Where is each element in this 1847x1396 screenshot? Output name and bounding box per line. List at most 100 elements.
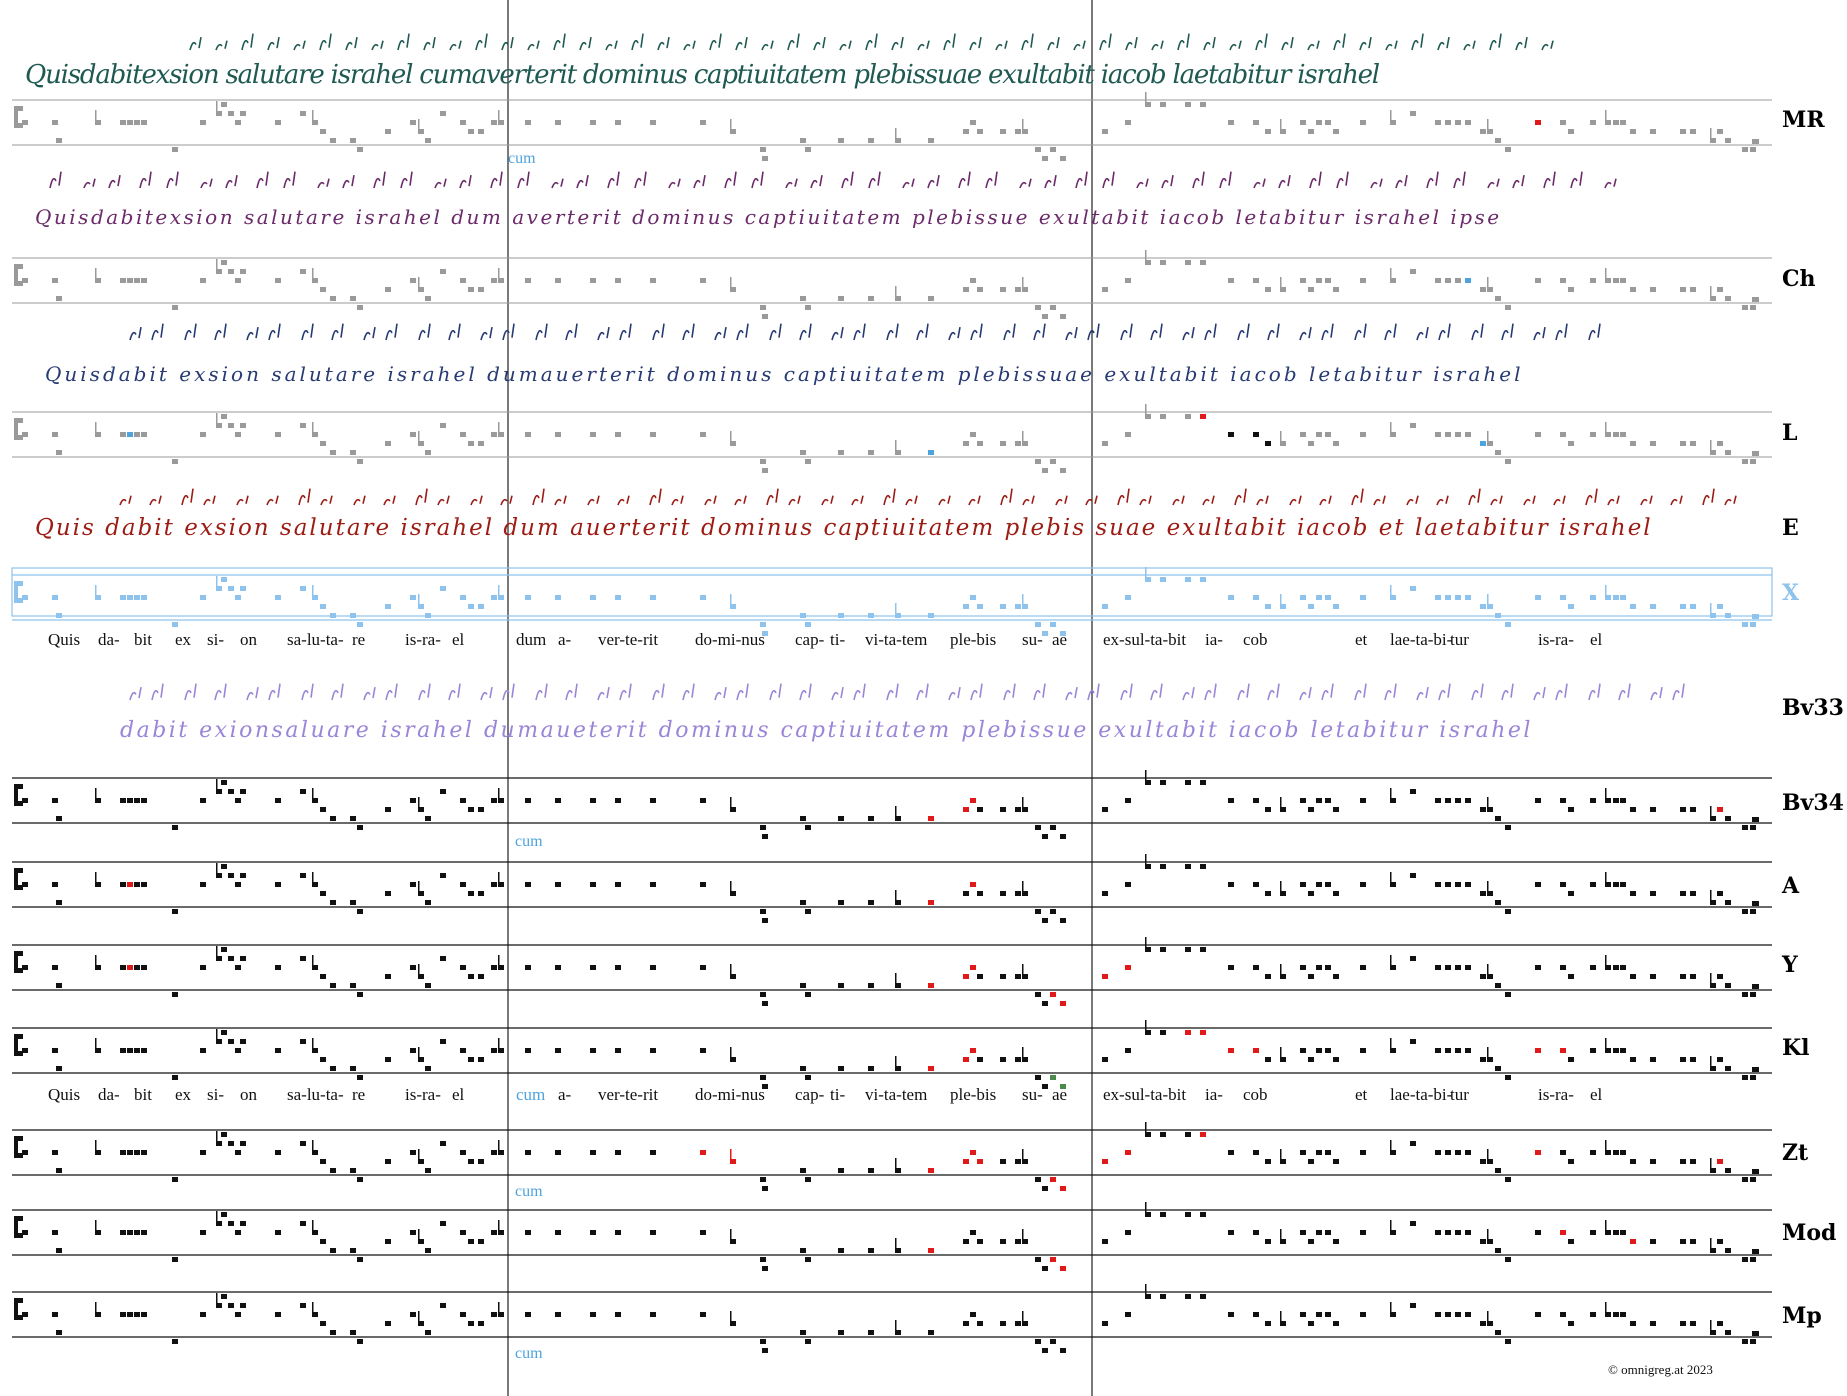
staff-MR (12, 92, 1772, 161)
note (141, 1312, 147, 1317)
manuscript-text-Ch: Quisdabitexsion salutare israhel dum ave… (35, 205, 1502, 229)
note (52, 595, 58, 600)
note (221, 864, 227, 869)
note (425, 450, 431, 455)
note (1455, 278, 1461, 283)
note (1145, 780, 1151, 785)
note (1613, 1312, 1619, 1317)
note (127, 1150, 133, 1155)
note (357, 1339, 363, 1344)
note (1560, 1048, 1566, 1053)
note (650, 595, 656, 600)
note (1308, 604, 1314, 609)
note (1035, 825, 1041, 830)
note (760, 1257, 766, 1262)
note (235, 120, 241, 125)
note (460, 1150, 466, 1155)
note (22, 595, 28, 600)
note (127, 798, 133, 803)
note (1015, 974, 1021, 979)
note (300, 111, 306, 116)
note (963, 1057, 969, 1062)
note (22, 1150, 28, 1155)
note (1228, 1150, 1234, 1155)
note (221, 102, 227, 107)
neume (1336, 171, 1349, 189)
note (1000, 287, 1006, 292)
neume (1253, 178, 1266, 189)
syllable: vi-ta-tem (865, 630, 928, 649)
neume (605, 40, 618, 51)
note (970, 882, 976, 887)
note-stem (1280, 594, 1282, 606)
clef-mark (14, 264, 23, 269)
note (1605, 1048, 1611, 1053)
note (590, 278, 596, 283)
note (963, 129, 969, 134)
note (805, 1339, 811, 1344)
syllable: su- (1022, 630, 1043, 649)
neume (1604, 178, 1617, 189)
note (1145, 1294, 1151, 1299)
note (1022, 604, 1028, 609)
note (1022, 974, 1028, 979)
neume (1585, 488, 1598, 506)
note-stem (1605, 788, 1607, 800)
note (805, 909, 811, 914)
neume (1120, 683, 1133, 701)
note (1690, 287, 1696, 292)
note-stem (95, 1302, 97, 1314)
note (468, 974, 474, 979)
note-stem (95, 1220, 97, 1232)
neume (736, 683, 749, 701)
note (1333, 891, 1339, 896)
note (1253, 1312, 1259, 1317)
neume (383, 495, 396, 506)
note (895, 450, 901, 455)
note-stem (1280, 797, 1282, 809)
note (275, 882, 281, 887)
note-stem (498, 788, 500, 800)
note (1613, 798, 1619, 803)
note (800, 816, 806, 821)
note (200, 965, 206, 970)
clef-mark (14, 1136, 23, 1141)
neume (1237, 323, 1250, 341)
note (498, 432, 504, 437)
note (1568, 129, 1574, 134)
note (320, 1321, 326, 1326)
note (805, 459, 811, 464)
note (22, 798, 28, 803)
note (1487, 1057, 1493, 1062)
note (1308, 974, 1314, 979)
clef-mark (14, 418, 18, 440)
note (615, 120, 621, 125)
note (1300, 1048, 1306, 1053)
note (127, 120, 133, 125)
note-stem (1280, 1311, 1282, 1323)
note (1750, 992, 1756, 997)
note (1280, 604, 1286, 609)
note (1333, 1057, 1339, 1062)
note (1185, 1030, 1191, 1035)
note (1300, 1150, 1306, 1155)
note (1710, 983, 1716, 988)
note (1390, 1230, 1396, 1235)
note (1102, 891, 1108, 896)
note (1630, 807, 1636, 812)
note (1060, 1186, 1066, 1191)
note (1487, 1321, 1493, 1326)
note (555, 965, 561, 970)
note (52, 1048, 58, 1053)
note (1590, 432, 1596, 437)
neume (1607, 495, 1620, 506)
note (700, 1312, 706, 1317)
note (1022, 441, 1028, 446)
note (650, 432, 656, 437)
note-stem (418, 431, 420, 443)
note (1160, 947, 1166, 952)
note (1042, 1001, 1048, 1006)
label-Mp: Mp (1782, 1303, 1822, 1329)
neume (535, 323, 548, 341)
note (440, 1141, 446, 1146)
